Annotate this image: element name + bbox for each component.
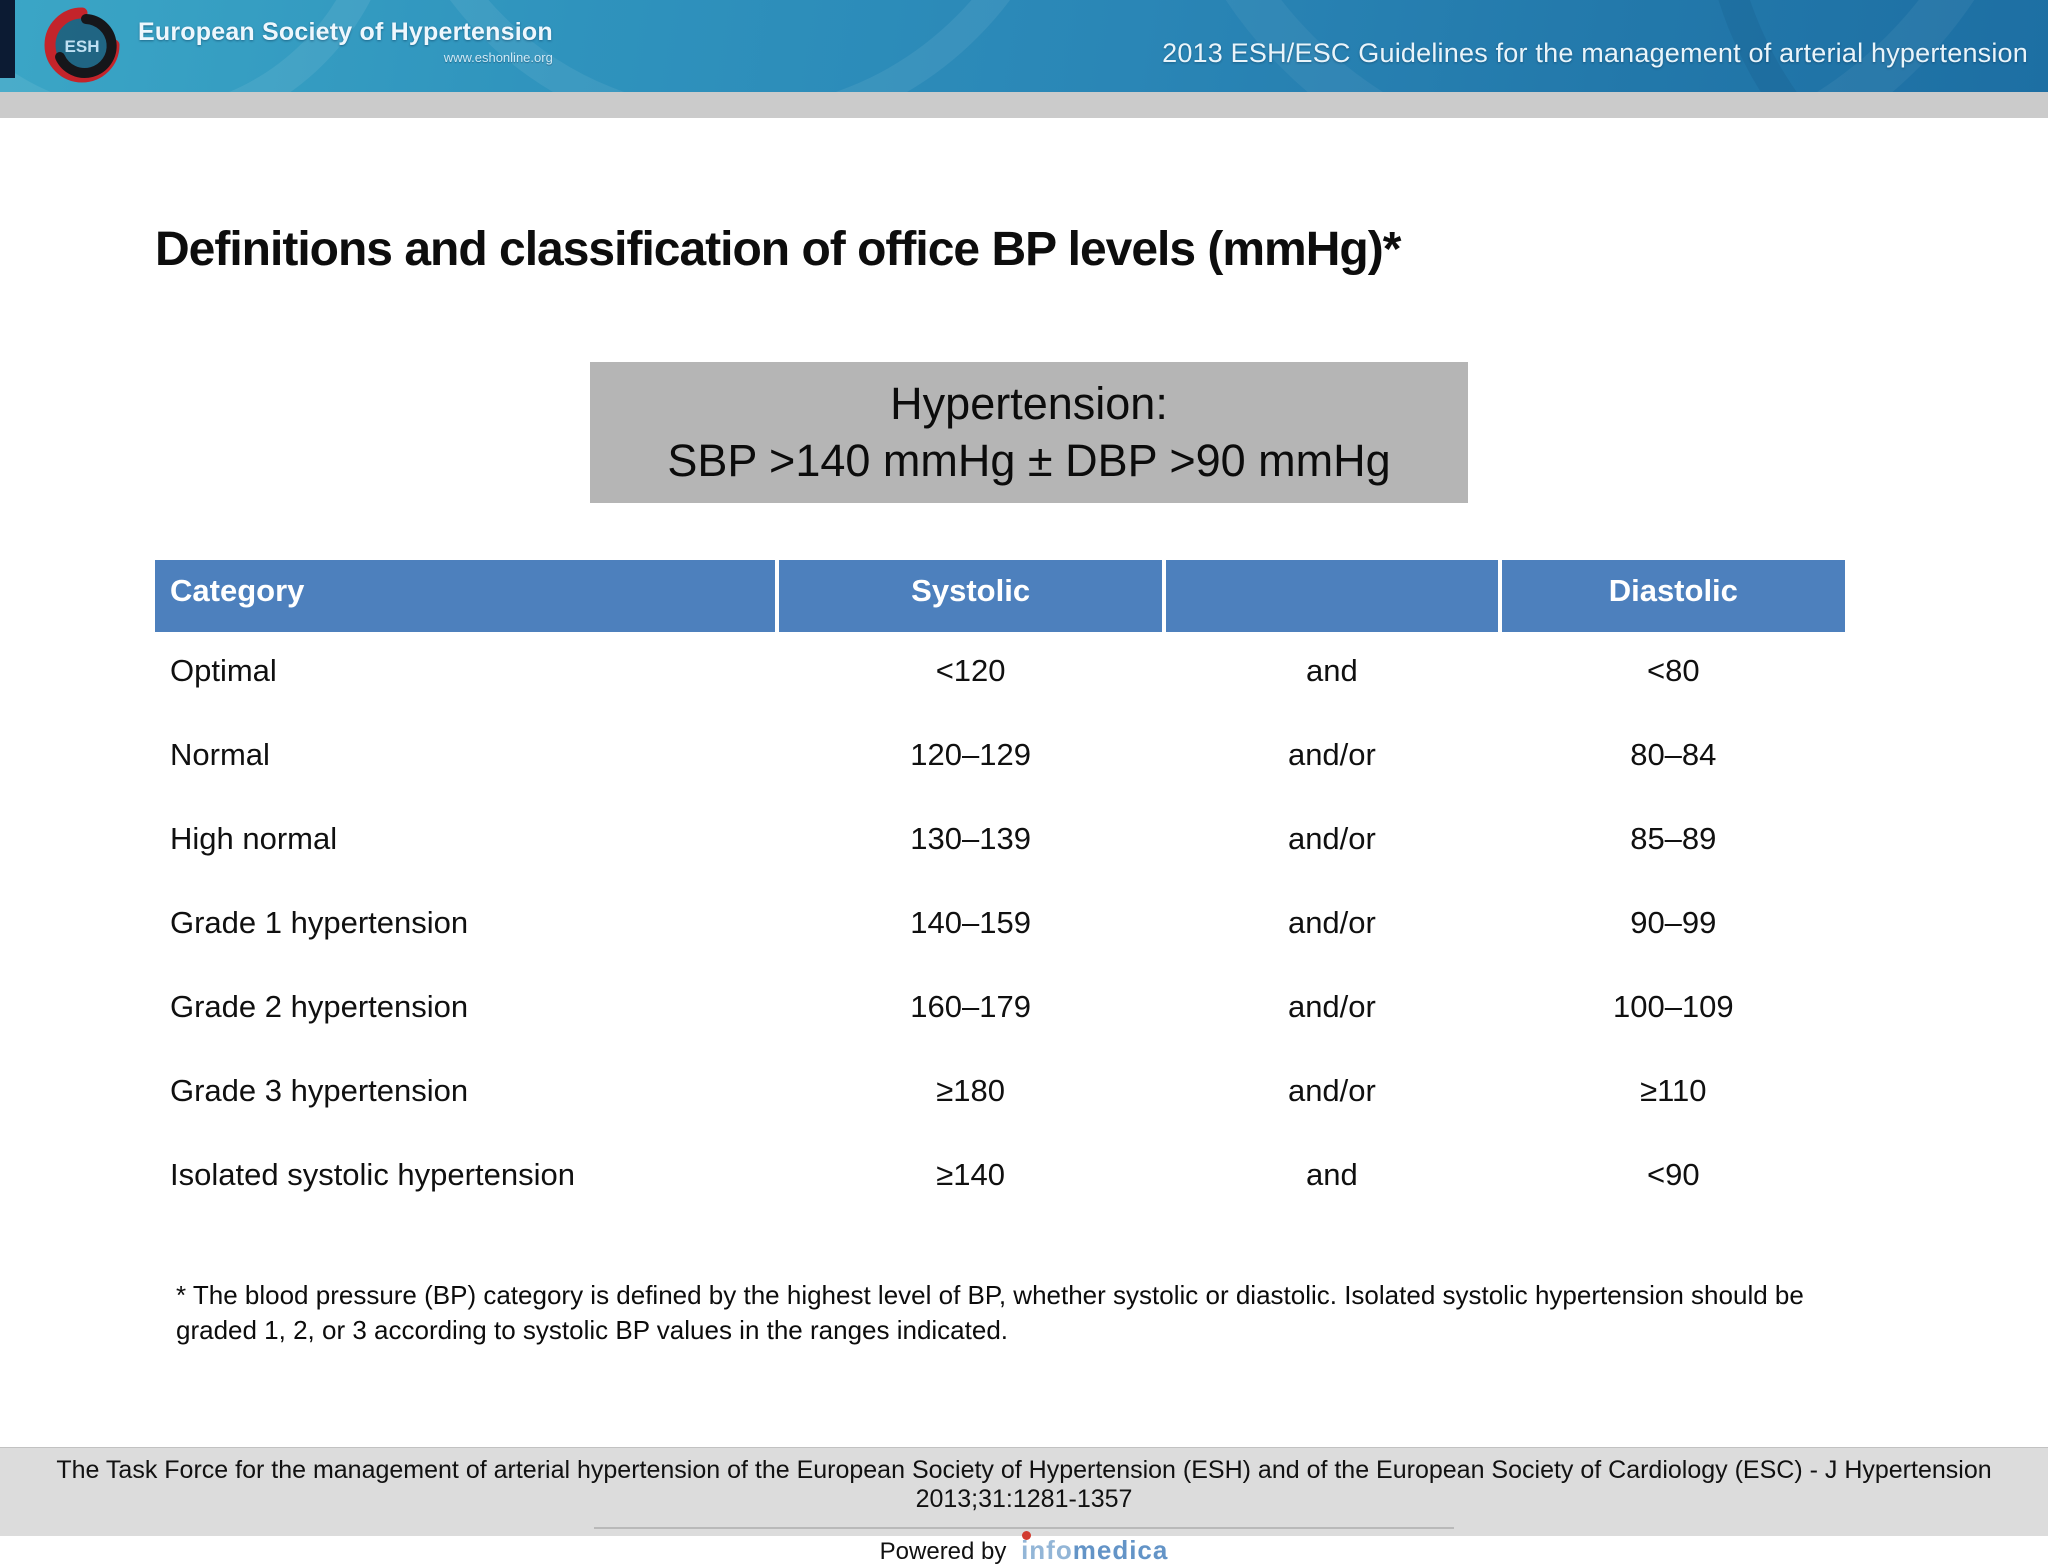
infomedica-logo-part1: info — [1021, 1535, 1073, 1565]
table-cell-connector: and/or — [1287, 905, 1376, 940]
org-name-block: European Society of Hypertension www.esh… — [138, 18, 553, 65]
table-cell-category: High normal — [170, 821, 338, 856]
powered-by-label: Powered by — [879, 1538, 1007, 1565]
hypertension-definition-box: Hypertension: SBP >140 mmHg ± DBP >90 mm… — [590, 362, 1468, 503]
banner-edge-strip — [0, 0, 15, 78]
table-cell-diastolic: 100–109 — [1612, 989, 1734, 1024]
column-header-category: Category — [155, 560, 776, 632]
table-cell-connector: and — [1306, 1157, 1358, 1192]
slide-footer: The Task Force for the management of art… — [0, 1447, 2048, 1565]
esh-society-logo-icon: ESH — [44, 7, 120, 83]
table-cell-systolic: ≥140 — [936, 1157, 1005, 1192]
table-cell-systolic: 130–139 — [910, 821, 1031, 856]
table-cell-category: Grade 3 hypertension — [170, 1073, 469, 1108]
slide-title: Definitions and classification of office… — [155, 223, 1401, 276]
column-header-connector — [1166, 560, 1498, 632]
esh-logo-text: ESH — [65, 37, 100, 56]
table-cell-diastolic: <80 — [1647, 653, 1700, 688]
table-footnote: * The blood pressure (BP) category is de… — [176, 1280, 1804, 1345]
table-header-row: Category Systolic Diastolic — [155, 560, 1845, 632]
table-cell-systolic: ≥180 — [936, 1073, 1005, 1108]
table-cell-category: Grade 2 hypertension — [170, 989, 469, 1024]
table-cell-connector: and/or — [1287, 821, 1376, 856]
powered-by-line: Powered by infomedica — [0, 1531, 2048, 1566]
column-header-systolic: Systolic — [779, 560, 1163, 632]
org-url: www.eshonline.org — [443, 50, 553, 65]
table-cell-systolic: 120–129 — [910, 737, 1031, 772]
table-cell-systolic: 160–179 — [910, 989, 1031, 1024]
table-cell-category: Optimal — [170, 653, 277, 688]
table-cell-diastolic: 85–89 — [1630, 821, 1717, 856]
column-header-diastolic: Diastolic — [1501, 560, 1845, 632]
table-cell-category: Normal — [170, 737, 270, 772]
hypertension-definition-line2: SBP >140 mmHg ± DBP >90 mmHg — [667, 435, 1391, 486]
table-cell-diastolic: 90–99 — [1630, 905, 1717, 940]
top-banner: ESH European Society of Hypertension www… — [0, 0, 2048, 92]
table-cell-connector: and/or — [1287, 1073, 1376, 1108]
table-cell-connector: and/or — [1287, 737, 1376, 772]
citation-text: The Task Force for the management of art… — [56, 1456, 1992, 1513]
footer-divider — [594, 1527, 1454, 1529]
table-cell-diastolic: <90 — [1647, 1157, 1700, 1192]
guidelines-banner-title: 2013 ESH/ESC Guidelines for the manageme… — [1162, 38, 2028, 68]
table-cell-category: Isolated systolic hypertension — [170, 1157, 575, 1192]
org-name: European Society of Hypertension — [138, 18, 553, 46]
table-cell-diastolic: ≥110 — [1640, 1073, 1707, 1108]
table-cell-category: Grade 1 hypertension — [170, 905, 469, 940]
infomedica-logo-part2: medica — [1072, 1535, 1169, 1565]
table-cell-systolic: 140–159 — [910, 905, 1031, 940]
table-cell-connector: and/or — [1287, 989, 1376, 1024]
table-body: Optimal <120 and <80 Normal 120–129 and/… — [155, 640, 1845, 1225]
infomedica-logo: infomedica — [1021, 1531, 1169, 1566]
banner-underline-bar — [0, 92, 2048, 118]
table-cell-connector: and — [1306, 653, 1358, 688]
table-cell-diastolic: 80–84 — [1630, 737, 1717, 772]
table-cell-systolic: <120 — [935, 653, 1006, 688]
hypertension-definition-line1: Hypertension: — [890, 378, 1168, 429]
bp-classification-table: Category Systolic Diastolic Optimal <120… — [155, 560, 1845, 1225]
